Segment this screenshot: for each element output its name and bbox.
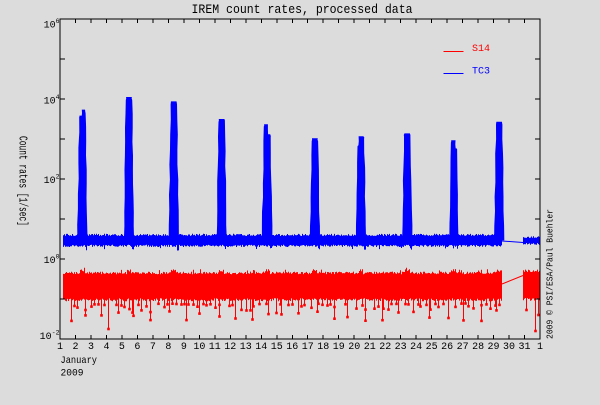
svg-text:IREM count rates, processed da: IREM count rates, processed data bbox=[192, 2, 413, 17]
svg-text:18: 18 bbox=[317, 342, 329, 353]
svg-text:7: 7 bbox=[150, 342, 156, 353]
svg-text:S14: S14 bbox=[472, 44, 490, 55]
svg-text:January: January bbox=[61, 355, 98, 367]
svg-text:15: 15 bbox=[271, 342, 283, 353]
svg-text:25: 25 bbox=[426, 342, 438, 353]
svg-text:TC3: TC3 bbox=[472, 67, 490, 78]
svg-text:2: 2 bbox=[72, 342, 78, 353]
svg-text:106: 106 bbox=[44, 18, 60, 32]
svg-text:20: 20 bbox=[348, 342, 360, 353]
svg-text:29: 29 bbox=[487, 342, 499, 353]
svg-text:28: 28 bbox=[472, 342, 484, 353]
svg-text:9: 9 bbox=[181, 342, 187, 353]
svg-text:4: 4 bbox=[103, 342, 109, 353]
svg-text:19: 19 bbox=[333, 342, 345, 353]
svg-text:10: 10 bbox=[193, 342, 205, 353]
svg-text:11: 11 bbox=[209, 342, 221, 353]
svg-text:3: 3 bbox=[88, 342, 94, 353]
svg-text:23: 23 bbox=[395, 342, 407, 353]
svg-text:6: 6 bbox=[134, 342, 140, 353]
svg-text:12: 12 bbox=[224, 342, 236, 353]
svg-text:Count rates [1/sec]: Count rates [1/sec] bbox=[16, 136, 30, 226]
svg-text:27: 27 bbox=[457, 342, 469, 353]
svg-text:17: 17 bbox=[302, 342, 314, 353]
svg-text:5: 5 bbox=[119, 342, 125, 353]
svg-text:2009: 2009 bbox=[61, 368, 84, 380]
svg-text:1: 1 bbox=[537, 342, 543, 353]
svg-text:26: 26 bbox=[441, 342, 453, 353]
svg-text:1: 1 bbox=[57, 342, 63, 353]
svg-text:24: 24 bbox=[410, 342, 422, 353]
svg-text:13: 13 bbox=[240, 342, 252, 353]
svg-text:16: 16 bbox=[286, 342, 298, 353]
svg-text:2009 © PSI/ESA/Paul Buehler: 2009 © PSI/ESA/Paul Buehler bbox=[545, 209, 556, 339]
svg-text:8: 8 bbox=[165, 342, 171, 353]
svg-text:100: 100 bbox=[44, 254, 60, 268]
svg-text:104: 104 bbox=[44, 94, 60, 108]
svg-text:14: 14 bbox=[255, 342, 267, 353]
svg-text:21: 21 bbox=[364, 342, 376, 353]
svg-text:22: 22 bbox=[379, 342, 391, 353]
svg-text:31: 31 bbox=[518, 342, 530, 353]
svg-text:30: 30 bbox=[503, 342, 515, 353]
svg-text:102: 102 bbox=[44, 174, 60, 188]
